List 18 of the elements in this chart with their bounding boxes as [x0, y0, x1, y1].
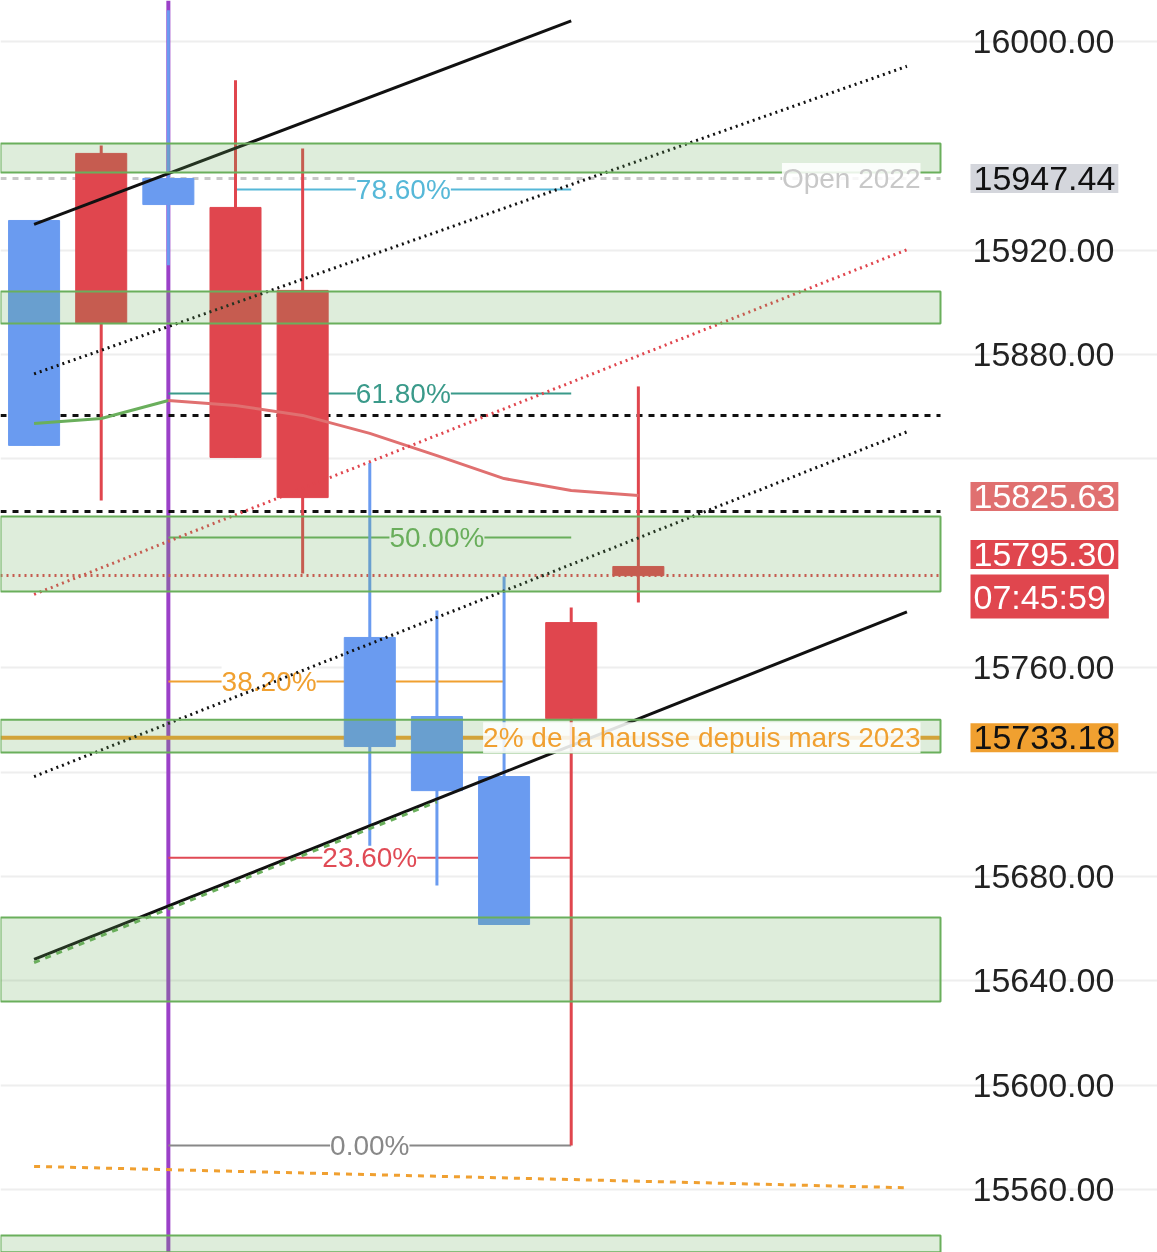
series-label: 0.00% [330, 1130, 410, 1162]
y2-tick-label: 15947.44 [973, 159, 1116, 198]
y-tick-label: 16000.00 [972, 21, 1115, 60]
y-tick-label: 15600.00 [972, 1065, 1115, 1104]
y2-tick-label: 15825.63 [973, 476, 1116, 515]
y-tick-label: 15680.00 [972, 856, 1115, 895]
y-tick-label: 15880.00 [972, 335, 1115, 374]
y-tick-label: 15920.00 [972, 230, 1115, 269]
series-label: 50.00% [389, 522, 485, 554]
y2-tick-label: 15733.18 [973, 718, 1116, 757]
y-tick-label: 15760.00 [972, 648, 1115, 687]
y2-tick-label: 15795.30 07:45:59 [973, 535, 1116, 616]
y-tick-label: 15640.00 [972, 961, 1115, 1000]
ref-line-label: 2% de la hausse depuis mars 2023 [483, 722, 921, 754]
series-label: 78.60% [355, 173, 451, 205]
y-tick-label: 15560.00 [972, 1170, 1115, 1209]
series-label: 23.60% [322, 842, 418, 874]
series-label: 61.80% [355, 377, 451, 409]
